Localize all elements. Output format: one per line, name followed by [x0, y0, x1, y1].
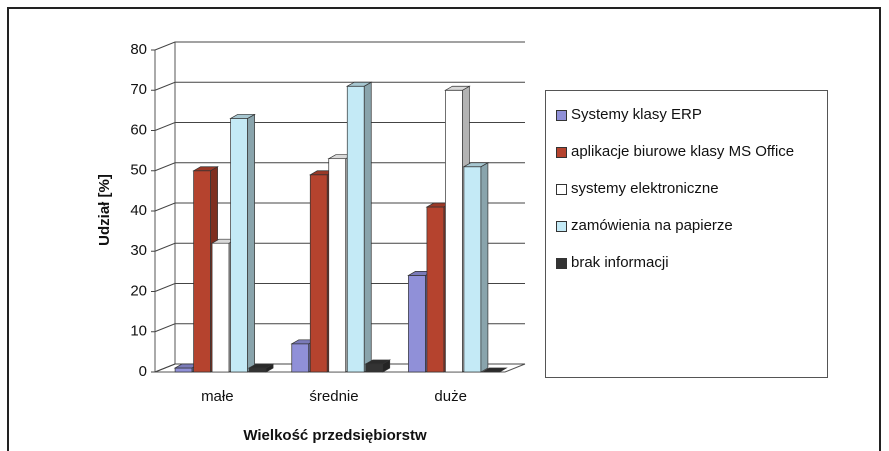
- bar-top: [462, 162, 490, 168]
- legend-label: aplikacje biurowe klasy MS Office: [571, 143, 795, 160]
- bar-front: [230, 118, 248, 373]
- x-tick-label: duże: [434, 388, 467, 405]
- bar-front: [445, 89, 463, 373]
- y-tick-label: 50: [130, 162, 147, 179]
- bar-top: [444, 85, 471, 91]
- bar: [229, 113, 256, 373]
- bar-top: [481, 367, 508, 373]
- bar: [345, 81, 373, 373]
- bar-front: [211, 242, 230, 373]
- grid-line: [154, 122, 525, 131]
- bar-top: [247, 363, 275, 369]
- bar-front: [291, 343, 310, 373]
- bar-front: [426, 206, 445, 373]
- legend-item: Systemy klasy ERP: [556, 103, 817, 127]
- legend-swatch: [556, 184, 567, 195]
- y-tick-label: 20: [130, 282, 147, 299]
- legend-label: brak informacji: [571, 254, 669, 271]
- legend-swatch: [556, 147, 567, 158]
- x-tick-label: średnie: [309, 388, 358, 405]
- bar-top: [192, 166, 219, 172]
- legend-swatch: [556, 110, 567, 121]
- x-axis-label: Wielkość przedsiębiorstw: [243, 427, 427, 444]
- y-axis-label: Udział [%]: [96, 174, 113, 246]
- bar-front: [309, 174, 328, 373]
- bar-front: [346, 85, 365, 373]
- x-tick-label: małe: [201, 388, 234, 405]
- bar: [481, 367, 508, 373]
- bar-front: [248, 367, 267, 373]
- legend-item: aplikacje biurowe klasy MS Office: [556, 140, 817, 164]
- bar-front: [408, 275, 426, 373]
- y-tick-label: 30: [130, 242, 147, 259]
- bar: [247, 363, 275, 373]
- bar-side: [247, 113, 255, 373]
- legend-label: Systemy klasy ERP: [571, 106, 702, 123]
- legend-label: systemy elektroniczne: [571, 180, 719, 197]
- bar-front: [328, 158, 347, 373]
- bar-top: [364, 359, 392, 365]
- legend-item: systemy elektroniczne: [556, 177, 817, 201]
- bar-top: [345, 81, 373, 87]
- y-tick-label: 10: [130, 323, 147, 340]
- grid-line: [154, 242, 525, 252]
- y-tick-label: 70: [130, 81, 147, 98]
- bar: [462, 162, 490, 373]
- y-tick-label: 80: [130, 41, 147, 58]
- grid-line: [154, 162, 525, 172]
- legend-swatch: [556, 221, 567, 232]
- legend-item: zamówienia na papierze: [556, 214, 817, 238]
- legend-item: brak informacji: [556, 251, 817, 275]
- legend-label: zamówienia na papierze: [571, 217, 733, 234]
- y-tick-label: 60: [130, 121, 147, 138]
- bar-front: [463, 166, 482, 373]
- bar: [290, 339, 318, 373]
- frame: [7, 7, 881, 451]
- y-tick-label: 40: [130, 202, 147, 219]
- y-tick-label: 0: [139, 363, 147, 380]
- bar-front: [174, 367, 193, 373]
- legend-swatch: [556, 258, 567, 269]
- bar-side: [480, 162, 489, 373]
- legend: Systemy klasy ERP aplikacje biurowe klasy…: [545, 90, 828, 378]
- bar: [364, 359, 392, 373]
- grid-line: [154, 81, 525, 91]
- grid-line: [154, 41, 525, 51]
- bar-front: [365, 363, 384, 373]
- grid-line: [154, 202, 525, 212]
- bar-side: [363, 81, 372, 373]
- bar-top: [229, 114, 256, 119]
- bar-front: [193, 170, 211, 373]
